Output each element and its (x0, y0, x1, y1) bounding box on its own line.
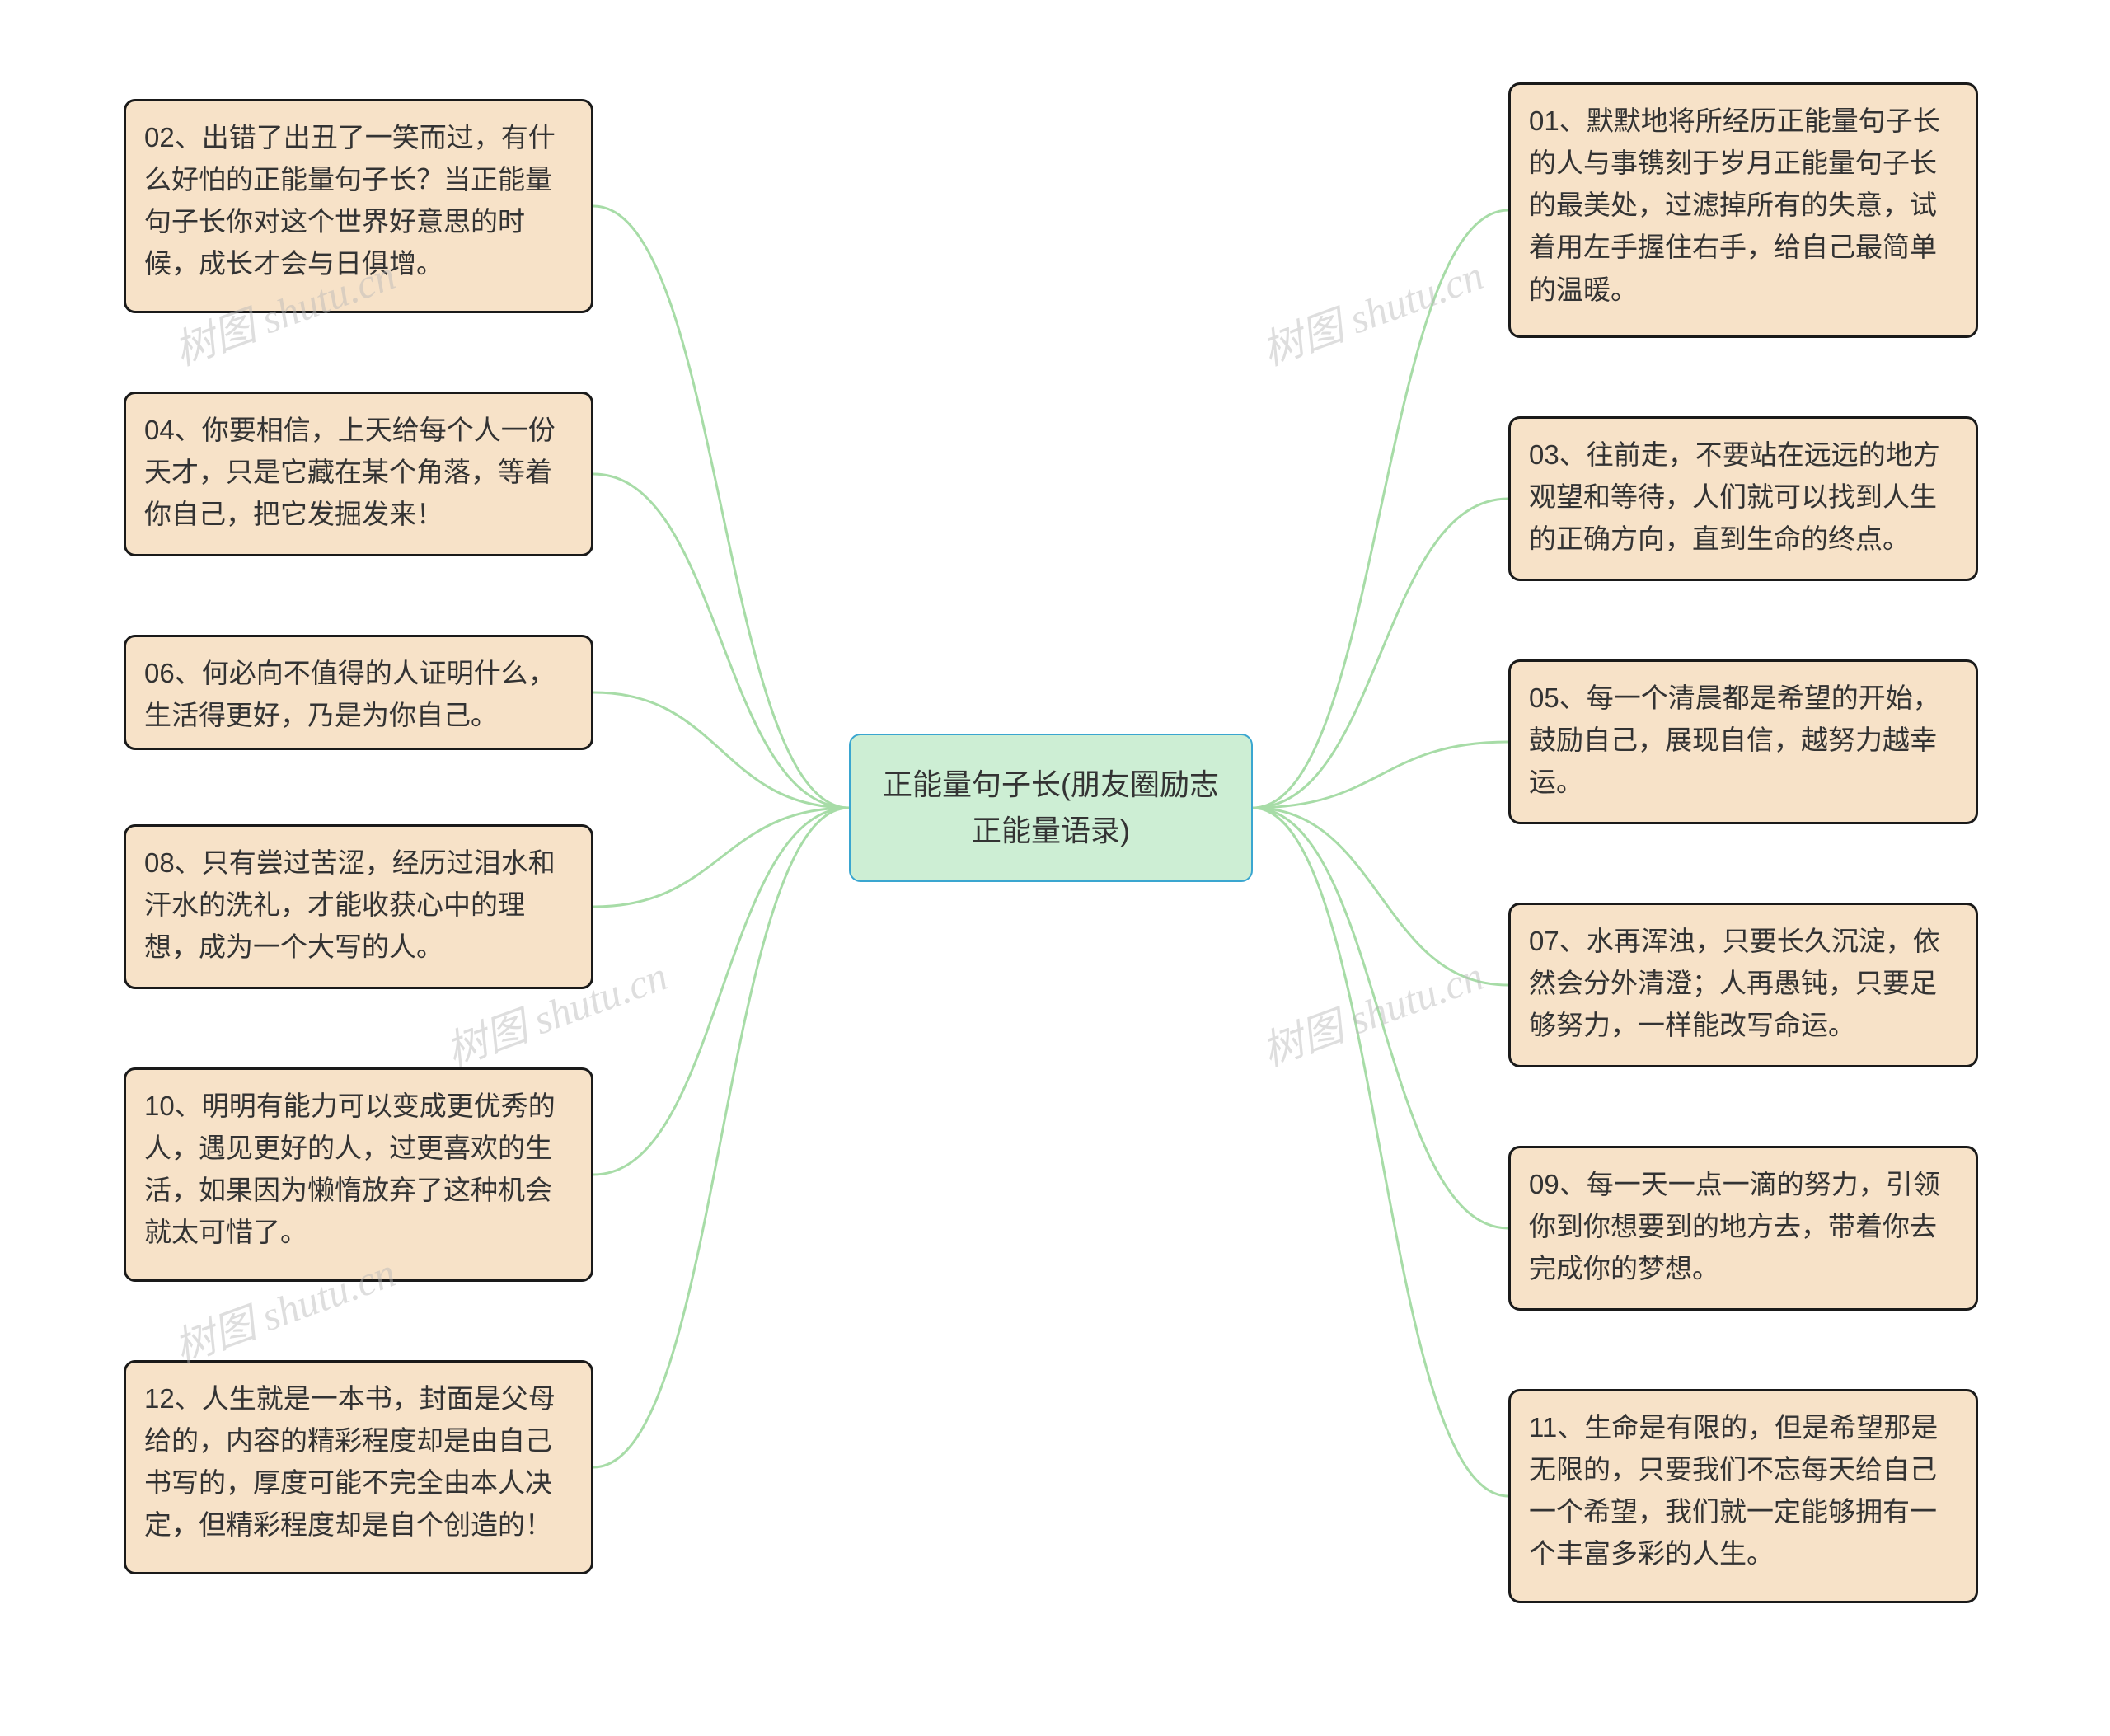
watermark: 树图 shutu.cn (1253, 943, 1490, 1078)
mindmap-node-n12[interactable]: 12、人生就是一本书，封面是父母给的，内容的精彩程度却是由自己书写的，厚度可能不… (124, 1360, 593, 1574)
mindmap-node-n03[interactable]: 03、往前走，不要站在远远的地方观望和等待，人们就可以找到人生的正确方向，直到生… (1508, 416, 1978, 581)
mindmap-node-n10[interactable]: 10、明明有能力可以变成更优秀的人，遇见更好的人，过更喜欢的生活，如果因为懒惰放… (124, 1067, 593, 1282)
mindmap-canvas: 正能量句子长(朋友圈励志 正能量语录) 02、出错了出丑了一笑而过，有什么好怕的正… (0, 0, 2110, 1736)
center-node[interactable]: 正能量句子长(朋友圈励志 正能量语录) (849, 734, 1253, 882)
mindmap-node-n08[interactable]: 08、只有尝过苦涩，经历过泪水和汗水的洗礼，才能收获心中的理想，成为一个大写的人… (124, 824, 593, 989)
watermark: 树图 shutu.cn (1253, 242, 1490, 378)
mindmap-node-n09[interactable]: 09、每一天一点一滴的努力，引领你到你想要到的地方去，带着你去完成你的梦想。 (1508, 1146, 1978, 1311)
mindmap-node-n01[interactable]: 01、默默地将所经历正能量句子长的人与事镌刻于岁月正能量句子长的最美处，过滤掉所… (1508, 82, 1978, 338)
mindmap-node-n07[interactable]: 07、水再浑浊，只要长久沉淀，依然会分外清澄；人再愚钝，只要足够努力，一样能改写… (1508, 903, 1978, 1067)
mindmap-node-n02[interactable]: 02、出错了出丑了一笑而过，有什么好怕的正能量句子长？当正能量句子长你对这个世界… (124, 99, 593, 313)
mindmap-node-n11[interactable]: 11、生命是有限的，但是希望那是无限的，只要我们不忘每天给自己一个希望，我们就一… (1508, 1389, 1978, 1603)
mindmap-node-n04[interactable]: 04、你要相信，上天给每个人一份天才，只是它藏在某个角落，等着你自己，把它发掘发… (124, 392, 593, 556)
mindmap-node-n06[interactable]: 06、何必向不值得的人证明什么，生活得更好，乃是为你自己。 (124, 635, 593, 750)
mindmap-node-n05[interactable]: 05、每一个清晨都是希望的开始，鼓励自己，展现自信，越努力越幸运。 (1508, 659, 1978, 824)
